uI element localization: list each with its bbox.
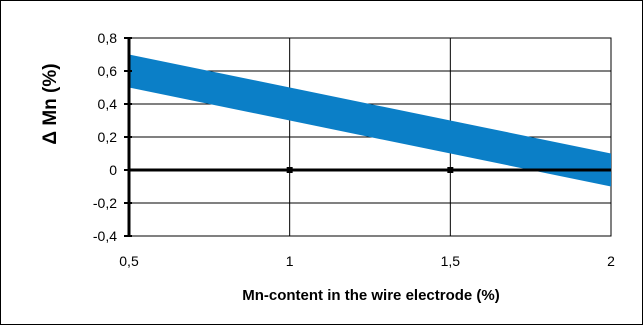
zero-line-marker bbox=[447, 167, 454, 173]
y-tick-label: 0 bbox=[109, 162, 117, 178]
x-tick-labels: 0,5 1 1,5 2 bbox=[119, 253, 615, 269]
y-tick-label: 0,8 bbox=[98, 30, 118, 46]
x-tick-label: 0,5 bbox=[119, 253, 139, 269]
y-tick-label: 0,6 bbox=[98, 63, 118, 79]
axes bbox=[124, 37, 611, 237]
mn-band bbox=[129, 54, 611, 187]
y-tick-label: -0,2 bbox=[93, 195, 117, 211]
y-axis-label: Δ Mn (%) bbox=[40, 63, 61, 144]
zero-line-marker bbox=[286, 167, 293, 173]
grid bbox=[128, 37, 612, 237]
x-tick-label: 2 bbox=[607, 253, 615, 269]
y-tick-label: -0,4 bbox=[93, 228, 117, 244]
x-axis-label: Mn-content in the wire electrode (%) bbox=[242, 287, 500, 304]
band-layer bbox=[129, 54, 611, 187]
x-tick-label: 1,5 bbox=[441, 253, 461, 269]
y-tick-label: 0,4 bbox=[98, 96, 118, 112]
y-tick-label: 0,2 bbox=[98, 129, 118, 145]
x-tick-label: 1 bbox=[286, 253, 294, 269]
y-tick-labels: 0,8 0,6 0,4 0,2 0 -0,2 -0,4 bbox=[93, 30, 117, 244]
